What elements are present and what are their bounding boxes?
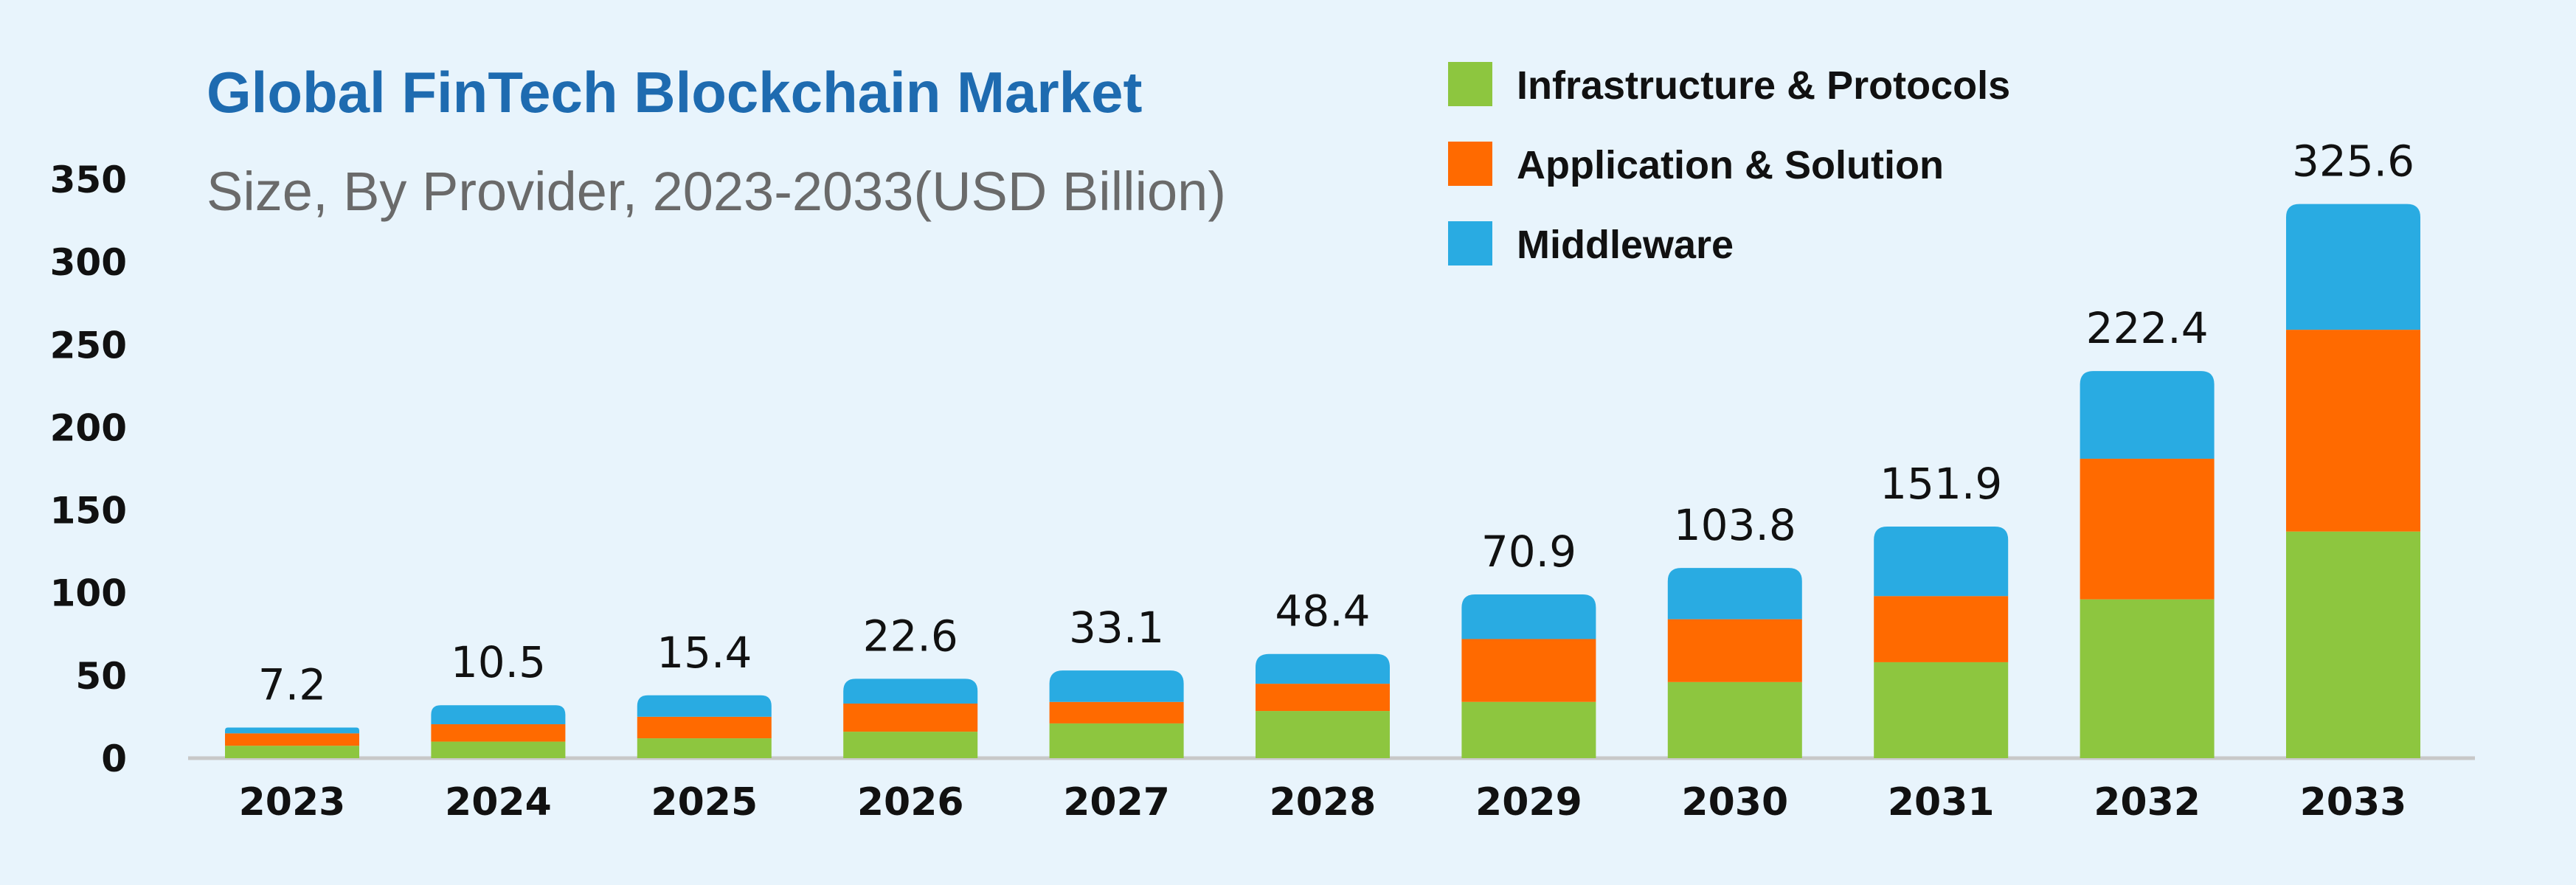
segment-application	[2286, 330, 2420, 532]
y-axis: 0 50 100 150 200 250 300 350	[50, 159, 127, 780]
segment-application	[1874, 596, 2009, 662]
segment-infrastructure	[2080, 599, 2215, 758]
bar-2029	[1461, 594, 1596, 758]
segment-middleware	[843, 678, 978, 704]
bars	[225, 204, 2420, 758]
segment-middleware	[2286, 204, 2420, 330]
legend-swatch-middleware	[1448, 221, 1492, 266]
segment-middleware	[1667, 568, 1802, 620]
total-label: 70.9	[1481, 527, 1576, 577]
y-tick-label: 100	[50, 572, 127, 615]
x-tick-label: 2025	[651, 780, 758, 825]
bar-2030	[1667, 568, 1802, 758]
x-tick-label: 2027	[1063, 780, 1170, 825]
segment-application	[637, 716, 772, 739]
segment-middleware	[431, 705, 566, 725]
segment-middleware	[1256, 653, 1390, 684]
x-tick-label: 2032	[2094, 780, 2201, 825]
segment-application	[1667, 619, 1802, 682]
legend-item-infrastructure: Infrastructure & Protocols	[1448, 62, 2010, 108]
segment-middleware	[1874, 527, 2009, 597]
legend-swatch-application	[1448, 142, 1492, 186]
total-label: 151.9	[1880, 459, 2002, 509]
segment-application	[843, 703, 978, 732]
segment-application	[431, 724, 566, 742]
x-tick-label: 2023	[239, 780, 346, 825]
segment-infrastructure	[225, 746, 359, 758]
legend-label-middleware: Middleware	[1517, 223, 1734, 267]
segment-infrastructure	[1461, 701, 1596, 758]
bar-2033	[2286, 204, 2420, 758]
total-label: 103.8	[1674, 500, 1796, 550]
segment-middleware	[2080, 371, 2215, 459]
legend-label-infrastructure: Infrastructure & Protocols	[1517, 63, 2010, 108]
total-label: 33.1	[1069, 603, 1164, 653]
segment-infrastructure	[2286, 531, 2420, 758]
segment-application	[1256, 684, 1390, 712]
total-label: 7.2	[258, 660, 326, 710]
x-axis: 2023 2024 2025 2026 2027 2028 2029 2030 2031 2032…	[239, 780, 2407, 825]
chart-title: Global FinTech Blockchain Market	[207, 60, 1143, 125]
bar-2027	[1049, 670, 1184, 758]
bar-2032	[2080, 371, 2215, 758]
segment-infrastructure	[1874, 662, 2009, 758]
segment-middleware	[637, 695, 772, 717]
y-tick-label: 300	[50, 241, 127, 284]
x-tick-label: 2029	[1475, 780, 1582, 825]
total-label: 222.4	[2086, 303, 2209, 353]
legend-item-application: Application & Solution	[1448, 142, 1944, 187]
segment-application	[2080, 459, 2215, 600]
x-tick-label: 2030	[1681, 780, 1788, 825]
segment-middleware	[1461, 594, 1596, 639]
segment-application	[225, 733, 359, 746]
total-label: 48.4	[1275, 586, 1370, 636]
total-label: 325.6	[2292, 136, 2414, 187]
bar-2023	[225, 727, 359, 758]
segment-infrastructure	[1049, 723, 1184, 758]
segment-infrastructure	[1667, 681, 1802, 758]
y-tick-label: 350	[50, 159, 127, 201]
y-tick-label: 150	[50, 490, 127, 532]
segment-infrastructure	[1256, 711, 1390, 758]
y-tick-label: 200	[50, 406, 127, 449]
bar-2028	[1256, 653, 1390, 758]
x-tick-label: 2033	[2300, 780, 2407, 825]
chart-subtitle: Size, By Provider, 2023-2033(USD Billion…	[207, 161, 1226, 222]
segment-middleware	[1049, 670, 1184, 702]
x-tick-label: 2028	[1270, 780, 1377, 825]
bar-2025	[637, 695, 772, 758]
x-tick-label: 2031	[1888, 780, 1995, 825]
segment-middleware	[225, 727, 359, 734]
total-label: 10.5	[451, 637, 546, 687]
segment-application	[1461, 639, 1596, 702]
legend-swatch-infrastructure	[1448, 62, 1492, 106]
segment-infrastructure	[431, 741, 566, 758]
x-tick-label: 2024	[445, 780, 552, 825]
y-tick-label: 50	[75, 655, 127, 698]
segment-infrastructure	[843, 732, 978, 758]
bar-2024	[431, 705, 566, 758]
x-tick-label: 2026	[857, 780, 964, 825]
segment-infrastructure	[637, 738, 772, 758]
segment-application	[1049, 701, 1184, 723]
bar-2026	[843, 678, 978, 758]
legend: Infrastructure & Protocols Application &…	[1448, 62, 2010, 267]
data-labels: 7.2 10.5 15.4 22.6 33.1 48.4 70.9 103.8 151.9 222…	[258, 136, 2414, 710]
legend-label-application: Application & Solution	[1517, 143, 1944, 187]
total-label: 22.6	[863, 611, 958, 661]
y-tick-label: 0	[101, 738, 127, 780]
total-label: 15.4	[657, 628, 752, 678]
y-tick-label: 250	[50, 324, 127, 367]
legend-item-middleware: Middleware	[1448, 221, 1734, 267]
bar-2031	[1874, 527, 2009, 758]
